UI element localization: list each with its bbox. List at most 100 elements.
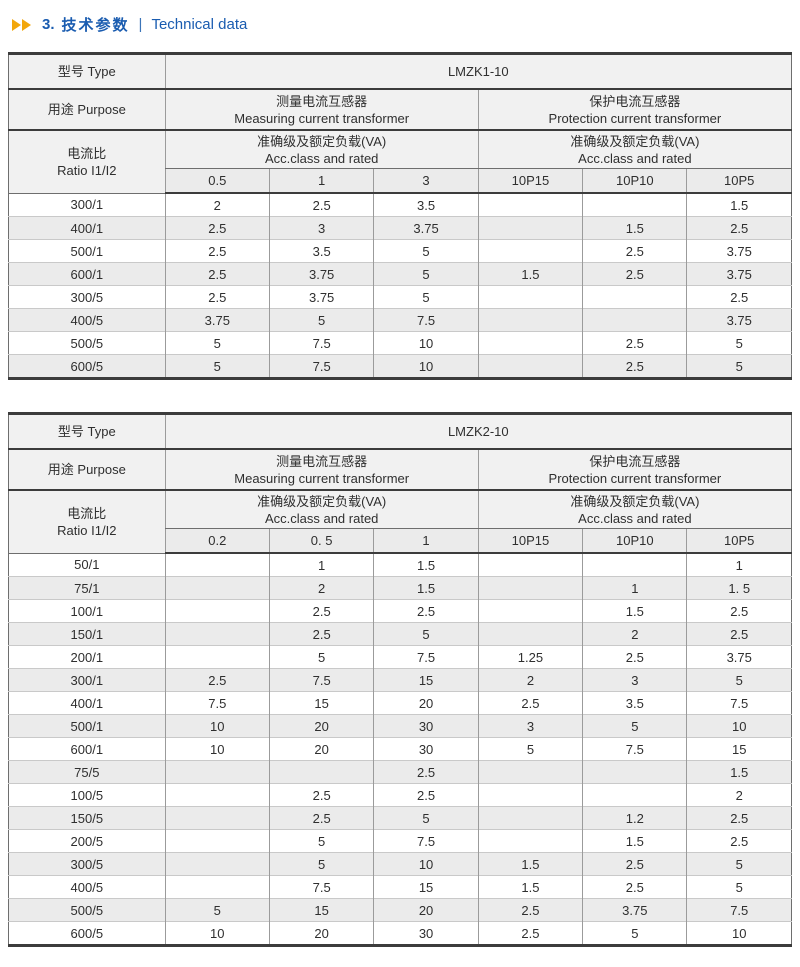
value-cell: 10 [373,331,479,355]
table-row: 300/5 5 10 1.5 2.5 5 [8,852,792,876]
value-cell [477,331,583,355]
ratio-cell: 300/1 [8,668,166,692]
ratio-label-zh: 电流比 [67,145,107,161]
table-row: 400/5 7.5 15 1.5 2.5 5 [8,875,792,899]
value-cell: 7.5 [268,331,374,355]
acc-class-protection: 准确级及额定负载(VA) Acc.class and rated [477,490,792,529]
acc-class-row: 电流比 Ratio I1/I2 准确级及额定负载(VA) Acc.class a… [8,490,792,554]
value-cell [164,645,270,669]
value-cell [477,193,583,217]
table-row: 500/5 5 7.5 10 2.5 5 [8,331,792,355]
table-row: 300/1 2 2.5 3.5 1.5 [9,193,792,217]
value-cell: 2.5 [268,599,374,623]
ratio-cell: 300/1 [70,197,104,213]
acc-class-label-zh: 准确级及额定负载(VA) [570,133,700,149]
protection-label-en: Protection current transformer [548,110,722,126]
model-row: 型号 Type LMZK1-10 [8,53,792,90]
measuring-label-en: Measuring current transformer [234,470,410,486]
table-row: 600/1 2.5 3.75 5 1.5 2.5 3.75 [8,262,792,286]
value-cell [164,783,270,807]
value-cell: 20 [268,921,374,946]
value-cell: 5 [268,829,374,853]
purpose-label: 用途 Purpose [8,449,166,491]
class-header-cell: 10P15 [477,528,583,554]
ratio-cell: 150/1 [8,622,166,646]
ratio-cell: 500/5 [8,331,166,355]
section-number: 3. [42,16,55,33]
value-cell [477,622,583,646]
value-cell [164,829,270,853]
table-row: 300/5 2.5 3.75 5 2.5 [8,285,792,309]
value-cell: 2.5 [268,622,374,646]
value-cell: 2.5 [686,622,792,646]
value-cell: 5 [686,852,792,876]
table-row: 600/5 5 7.5 10 2.5 5 [8,354,792,379]
table-row: 600/1 10 20 30 5 7.5 15 [8,737,792,761]
value-cell [477,285,583,309]
protection-label-zh: 保护电流互感器 [589,93,681,109]
value-cell: 20 [373,691,479,715]
ratio-cell: 400/5 [8,875,166,899]
value-cell: 7.5 [268,354,374,379]
value-cell: 5 [373,239,479,263]
value-cell: 2.5 [477,898,583,922]
class-header-cell: 3 [373,168,479,194]
section-header: 3. 技术参数 | Technical data [12,14,792,35]
value-cell: 10 [164,921,270,946]
ratio-header: 电流比 Ratio I1/I2 [8,130,166,194]
ratio-cell: 500/1 [8,239,166,263]
value-cell [477,599,583,623]
value-cell: 2.5 [477,691,583,715]
table-row: 100/5 2.5 2.5 2 [8,783,792,807]
value-cell: 1 [582,576,687,600]
table-row: 500/5 5 15 20 2.5 3.75 7.5 [8,898,792,922]
ratio-cell: 75/1 [8,576,166,600]
section-title-zh: 技术参数 [61,17,130,34]
value-cell: 3.75 [268,285,374,309]
value-cell [164,852,270,876]
class-values-row: 0.2 0. 5 1 10P15 10P10 10P5 [9,528,792,554]
value-cell: 1.25 [477,645,583,669]
value-cell: 2.5 [164,285,270,309]
value-cell: 10 [164,737,270,761]
model-value: LMZK1-10 [164,53,792,90]
value-cell: 1.5 [582,829,687,853]
value-cell: 5 [373,262,479,286]
value-cell: 1.2 [582,806,687,830]
value-cell: 3.75 [686,645,792,669]
measuring-header: 测量电流互感器 Measuring current transformer [164,449,479,491]
protection-label-en: Protection current transformer [548,470,722,486]
class-header-cell: 10P5 [686,528,792,554]
measuring-header: 测量电流互感器 Measuring current transformer [164,89,479,131]
table-row: 75/5 2.5 1.5 [8,760,792,784]
value-cell: 2.5 [268,783,374,807]
double-arrow-icon [12,18,32,31]
value-cell: 7.5 [164,691,270,715]
value-cell: 2 [164,193,270,217]
ratio-cell: 150/5 [8,806,166,830]
ratio-header: 电流比 Ratio I1/I2 [8,490,166,554]
ratio-cell: 600/5 [8,354,166,379]
value-cell [164,553,270,577]
spec-table-lmzk2-10: 型号 Type LMZK2-10 用途 Purpose 测量电流互感器 Meas… [8,412,792,947]
value-cell: 1.5 [373,553,479,577]
type-label: 型号 Type [8,53,166,90]
value-cell [582,783,687,807]
value-cell: 20 [268,737,374,761]
value-cell: 5 [582,921,687,946]
value-cell: 10 [373,852,479,876]
value-cell: 2.5 [686,285,792,309]
purpose-label: 用途 Purpose [8,89,166,131]
table-row: 400/1 2.5 3 3.75 1.5 2.5 [8,216,792,240]
value-cell [164,875,270,899]
table-body: 300/1 2 2.5 3.5 1.5 400/1 2.5 3 3.75 1.5 2.5 500/1 2… [8,193,792,379]
ratio-label-zh: 电流比 [67,505,107,521]
class-header-cell: 10P10 [582,528,687,554]
value-cell: 5 [686,668,792,692]
value-cell: 7.5 [686,691,792,715]
value-cell [582,193,687,217]
value-cell: 2 [268,576,374,600]
value-cell: 3.5 [268,239,374,263]
value-cell [582,553,687,577]
